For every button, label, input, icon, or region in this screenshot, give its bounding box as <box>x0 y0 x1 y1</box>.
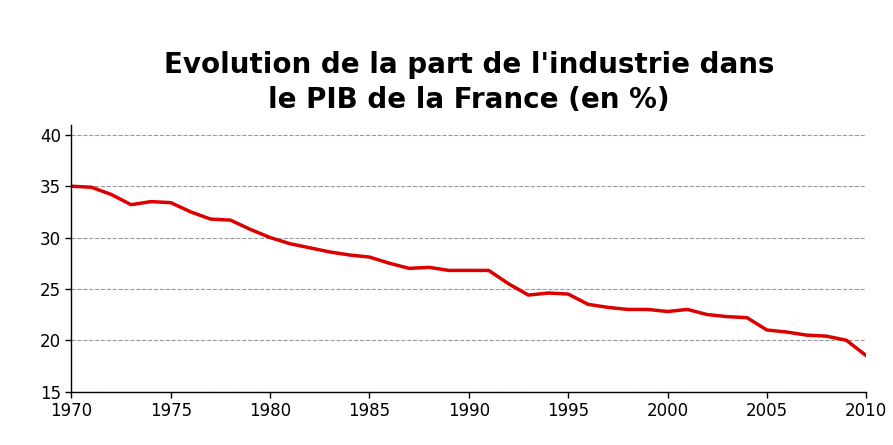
Title: Evolution de la part de l'industrie dans
le PIB de la France (en %): Evolution de la part de l'industrie dans… <box>163 51 774 114</box>
